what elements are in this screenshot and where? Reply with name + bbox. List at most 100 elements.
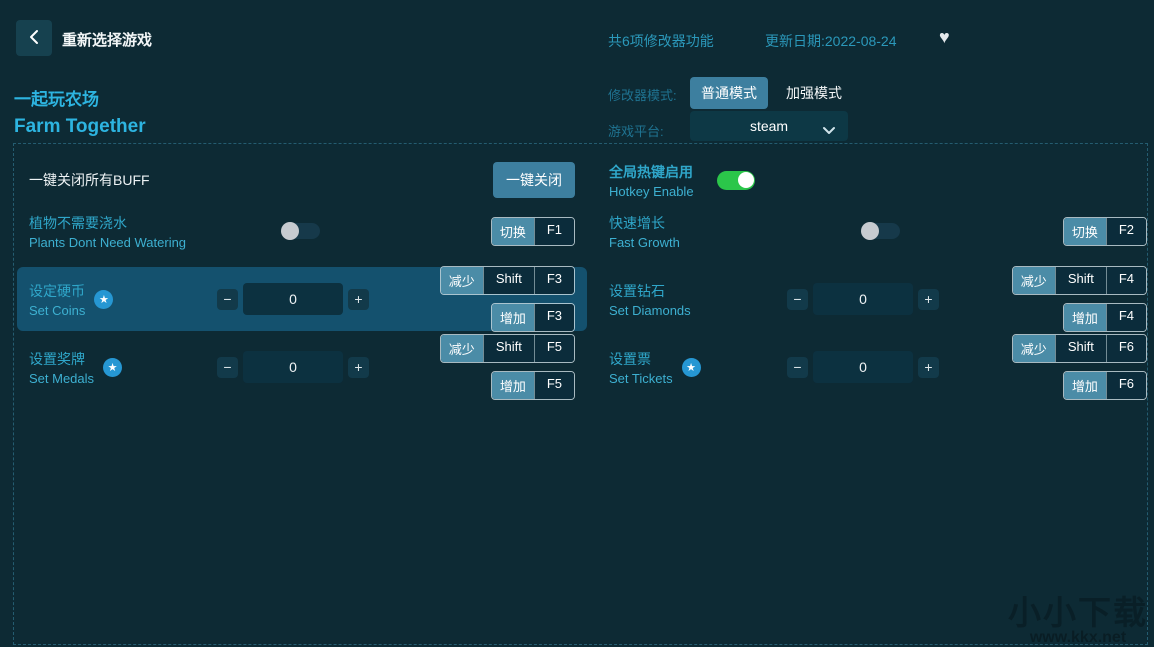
medals-labels: 设置奖牌 Set Medals ★ [29, 349, 217, 386]
hotkey-action: 减少 [1012, 335, 1055, 362]
hotkey-modifier: Shift [1054, 267, 1106, 294]
hotkey-modifier: Shift [482, 267, 534, 294]
mode-label: 修改器模式: [608, 88, 677, 103]
diamonds-value-input[interactable] [813, 283, 913, 315]
decrement-button[interactable]: − [217, 356, 238, 378]
medals-stepper: − + [217, 351, 369, 383]
medals-hotkey-badges: 减少 Shift F5 增加 F5 [439, 334, 575, 400]
plants-hotkey-badge[interactable]: 切换 F1 [490, 216, 575, 246]
star-badge-icon: ★ [94, 289, 114, 309]
plants-label-en: Plants Dont Need Watering [29, 234, 187, 250]
tickets-hotkey-badges: 减少 Shift F6 增加 F6 [1011, 334, 1147, 400]
hotkey-key: F4 [1105, 267, 1146, 294]
decrease-hotkey-badge[interactable]: 减少 Shift F6 [1011, 334, 1147, 363]
hotkey-enable-label-cn: 全局热键启用 [609, 163, 693, 180]
hotkey-key: F6 [1105, 335, 1146, 362]
toggle-knob [861, 222, 879, 240]
hotkey-key: F5 [533, 335, 574, 362]
hotkey-action: 增加 [491, 304, 534, 331]
increment-button[interactable]: + [918, 356, 939, 378]
plants-label-cn: 植物不需要浇水 [29, 214, 127, 231]
update-date: 更新日期:2022-08-24 [765, 33, 897, 49]
hotkey-key: F3 [533, 267, 574, 294]
feature-count: 共6项修改器功能 [608, 33, 714, 49]
growth-row: 快速增长 Fast Growth 切换 F2 [609, 204, 1147, 258]
coins-stepper: − + [217, 283, 369, 315]
mode-enhanced-button[interactable]: 加强模式 [784, 77, 844, 109]
mode-normal-button[interactable]: 普通模式 [690, 77, 768, 109]
increment-button[interactable]: + [348, 356, 369, 378]
hotkey-key: F1 [533, 217, 574, 245]
hotkey-action: 切换 [1063, 217, 1106, 245]
hotkey-enable-row: 全局热键启用 Hotkey Enable [609, 156, 1147, 204]
increase-hotkey-badge[interactable]: 增加 F4 [1062, 303, 1147, 332]
hotkey-modifier: Shift [1054, 335, 1106, 362]
growth-toggle[interactable] [861, 222, 900, 240]
diamonds-label-en: Set Diamonds [609, 302, 691, 318]
growth-hotkey-badge[interactable]: 切换 F2 [1062, 216, 1147, 246]
platform-dropdown[interactable]: steam [690, 111, 848, 141]
hotkey-modifier: Shift [482, 335, 534, 362]
increase-hotkey-badge[interactable]: 增加 F5 [490, 371, 575, 400]
hotkey-enable-labels: 全局热键启用 Hotkey Enable [609, 162, 717, 199]
chevron-down-icon [822, 122, 836, 138]
tickets-stepper: − + [787, 351, 939, 383]
diamonds-hotkey-badges: 减少 Shift F4 增加 F4 [1011, 266, 1147, 332]
decrement-button[interactable]: − [787, 288, 808, 310]
back-button[interactable] [16, 20, 52, 56]
decrement-button[interactable]: − [217, 288, 238, 310]
mode-group: 普通模式 加强模式 [690, 77, 844, 109]
hotkey-action: 增加 [1063, 372, 1106, 399]
page-title: 重新选择游戏 [62, 32, 153, 49]
star-badge-icon: ★ [103, 357, 123, 377]
increment-button[interactable]: + [918, 288, 939, 310]
hotkey-action: 减少 [440, 335, 483, 362]
growth-label-en: Fast Growth [609, 234, 680, 250]
hotkey-action: 减少 [440, 267, 483, 294]
cheats-panel: 一键关闭所有BUFF 一键关闭 植物不需要浇水 Plants Dont Need… [13, 143, 1148, 645]
buff-label: 一键关闭所有BUFF [29, 172, 150, 188]
chevron-left-icon [27, 29, 41, 48]
tickets-value-input[interactable] [813, 351, 913, 383]
hotkey-enable-label-en: Hotkey Enable [609, 183, 694, 199]
toggle-knob [738, 172, 754, 188]
plants-toggle[interactable] [281, 222, 320, 240]
growth-labels: 快速增长 Fast Growth [609, 213, 862, 250]
toggle-knob [281, 222, 299, 240]
medals-label-en: Set Medals [29, 370, 95, 386]
hotkey-key: F4 [1105, 304, 1146, 331]
left-column: 一键关闭所有BUFF 一键关闭 植物不需要浇水 Plants Dont Need… [14, 156, 609, 400]
diamonds-row: 设置钻石 Set Diamonds − + 减少 Shift F4 增加 F4 [609, 266, 1147, 332]
diamonds-labels: 设置钻石 Set Diamonds [609, 281, 787, 318]
game-name-en: Farm Together [14, 116, 146, 137]
medals-value-input[interactable] [243, 351, 343, 383]
tickets-label-en: Set Tickets [609, 370, 673, 386]
increment-button[interactable]: + [348, 288, 369, 310]
diamonds-stepper: − + [787, 283, 939, 315]
coins-row[interactable]: 设定硬币 Set Coins ★ − + 减少 Shift F3 增加 F3 [17, 266, 587, 332]
tickets-row: 设置票 Set Tickets ★ − + 减少 Shift F6 增加 F6 [609, 334, 1147, 400]
coins-hotkey-badges: 减少 Shift F3 增加 F3 [439, 266, 575, 332]
star-badge-icon: ★ [681, 357, 701, 377]
diamonds-label-cn: 设置钻石 [609, 282, 665, 299]
coins-value-input[interactable] [243, 283, 343, 315]
medals-row: 设置奖牌 Set Medals ★ − + 减少 Shift F5 增加 F5 [17, 334, 587, 400]
hotkey-action: 增加 [1063, 304, 1106, 331]
hotkey-key: F2 [1105, 217, 1146, 245]
hotkey-action: 增加 [491, 372, 534, 399]
decrease-hotkey-badge[interactable]: 减少 Shift F4 [1011, 266, 1147, 295]
decrease-hotkey-badge[interactable]: 减少 Shift F5 [439, 334, 575, 363]
growth-label-cn: 快速增长 [609, 214, 665, 231]
platform-value: steam [749, 118, 789, 134]
hotkey-action: 切换 [491, 217, 534, 245]
hotkey-enable-toggle[interactable] [717, 170, 755, 190]
close-all-buff-button[interactable]: 一键关闭 [493, 162, 575, 198]
increase-hotkey-badge[interactable]: 增加 F3 [490, 303, 575, 332]
buff-row: 一键关闭所有BUFF 一键关闭 [17, 156, 587, 204]
decrease-hotkey-badge[interactable]: 减少 Shift F3 [439, 266, 575, 295]
coins-labels: 设定硬币 Set Coins ★ [29, 281, 217, 318]
favorite-heart-icon[interactable]: ♥ [939, 27, 950, 47]
decrement-button[interactable]: − [787, 356, 808, 378]
increase-hotkey-badge[interactable]: 增加 F6 [1062, 371, 1147, 400]
tickets-label-cn: 设置票 [609, 350, 651, 367]
